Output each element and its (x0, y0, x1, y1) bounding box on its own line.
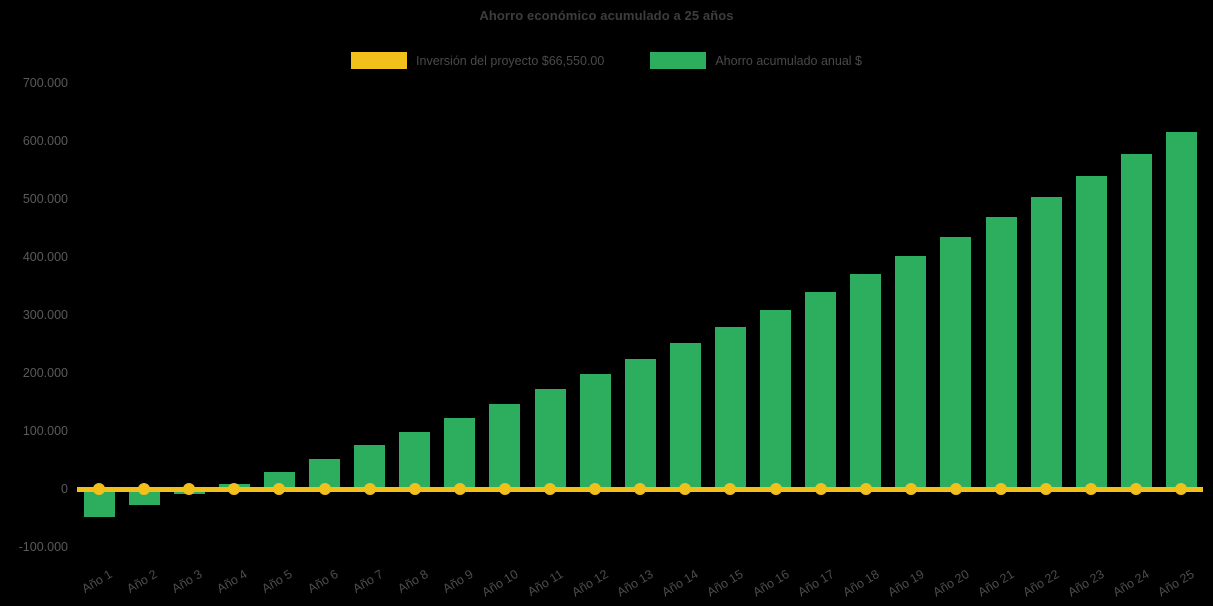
bar[interactable] (895, 255, 927, 489)
bar[interactable] (805, 292, 837, 489)
bar[interactable] (940, 236, 972, 489)
bar[interactable] (534, 389, 566, 489)
legend-label-ahorro: Ahorro acumulado anual $ (715, 53, 862, 68)
legend-label-inversion: Inversión del proyecto $66,550.00 (416, 53, 605, 68)
bar[interactable] (985, 216, 1017, 489)
y-axis-tick-label: -100.000 (18, 540, 68, 554)
bar[interactable] (669, 343, 701, 489)
bar[interactable] (1165, 131, 1197, 489)
y-axis-tick-label: 300.000 (22, 308, 68, 322)
chart-title: Ahorro económico acumulado a 25 años (479, 8, 734, 23)
chart-legend: Inversión del proyecto $66,550.00 Ahorro… (0, 52, 1213, 69)
bar[interactable] (263, 471, 295, 489)
legend-item-ahorro[interactable]: Ahorro acumulado anual $ (650, 52, 862, 69)
bar[interactable] (128, 489, 160, 505)
bar[interactable] (489, 404, 521, 489)
legend-item-inversion[interactable]: Inversión del proyecto $66,550.00 (351, 52, 604, 69)
bar[interactable] (444, 418, 476, 489)
y-axis-tick-label: 100.000 (22, 424, 68, 438)
bar[interactable] (354, 444, 386, 489)
legend-swatch-ahorro (650, 52, 707, 69)
bar[interactable] (624, 359, 656, 489)
y-axis: 700.000 600.000 500.000 400.000 300.000 200.0… (0, 0, 76, 606)
y-axis-tick-label: 200.000 (22, 366, 68, 380)
legend-swatch-inversion (351, 52, 408, 69)
bar[interactable] (1075, 175, 1107, 489)
bar[interactable] (1030, 196, 1062, 489)
y-axis-tick-label: 500.000 (22, 192, 68, 206)
bar[interactable] (579, 374, 611, 489)
y-axis-tick-label: 700.000 (22, 76, 68, 90)
bar[interactable] (760, 309, 791, 489)
bar[interactable] (399, 432, 431, 489)
bar[interactable] (850, 274, 882, 489)
bar[interactable] (1120, 154, 1152, 489)
bar[interactable] (714, 326, 746, 489)
y-axis-tick-label: 0 (61, 482, 68, 496)
y-axis-tick-label: 400.000 (22, 250, 68, 264)
y-axis-tick-label: 600.000 (22, 134, 68, 148)
